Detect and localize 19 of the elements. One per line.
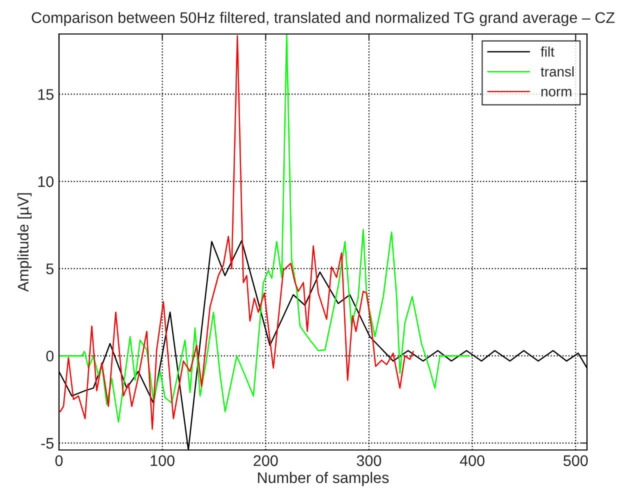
legend-label: transl: [540, 66, 574, 77]
x-tick-label: 100: [150, 455, 174, 466]
line-series: [60, 35, 414, 430]
y-tick-label: -5: [41, 438, 54, 449]
chart-title: Comparison between 50Hz filtered, translated and normalized TG grand average – CZ: [32, 12, 615, 26]
y-axis-title: Amplitude [µV]: [17, 193, 32, 292]
y-tick-label: 15: [38, 89, 54, 100]
legend-label: norm: [541, 88, 572, 96]
y-tick-label: 0: [46, 350, 54, 362]
y-tick-label: 10: [38, 176, 54, 188]
x-tick-label: 200: [254, 455, 278, 466]
x-tick-label: 0: [55, 455, 63, 466]
legend-label: filt: [540, 46, 554, 57]
line-series: [59, 34, 470, 423]
x-tick-label: 500: [564, 455, 588, 466]
y-tick-label: 5: [46, 264, 54, 274]
x-axis-title: Number of samples: [258, 472, 389, 486]
x-tick-label: 300: [356, 455, 382, 466]
x-tick-label: 400: [460, 455, 484, 466]
